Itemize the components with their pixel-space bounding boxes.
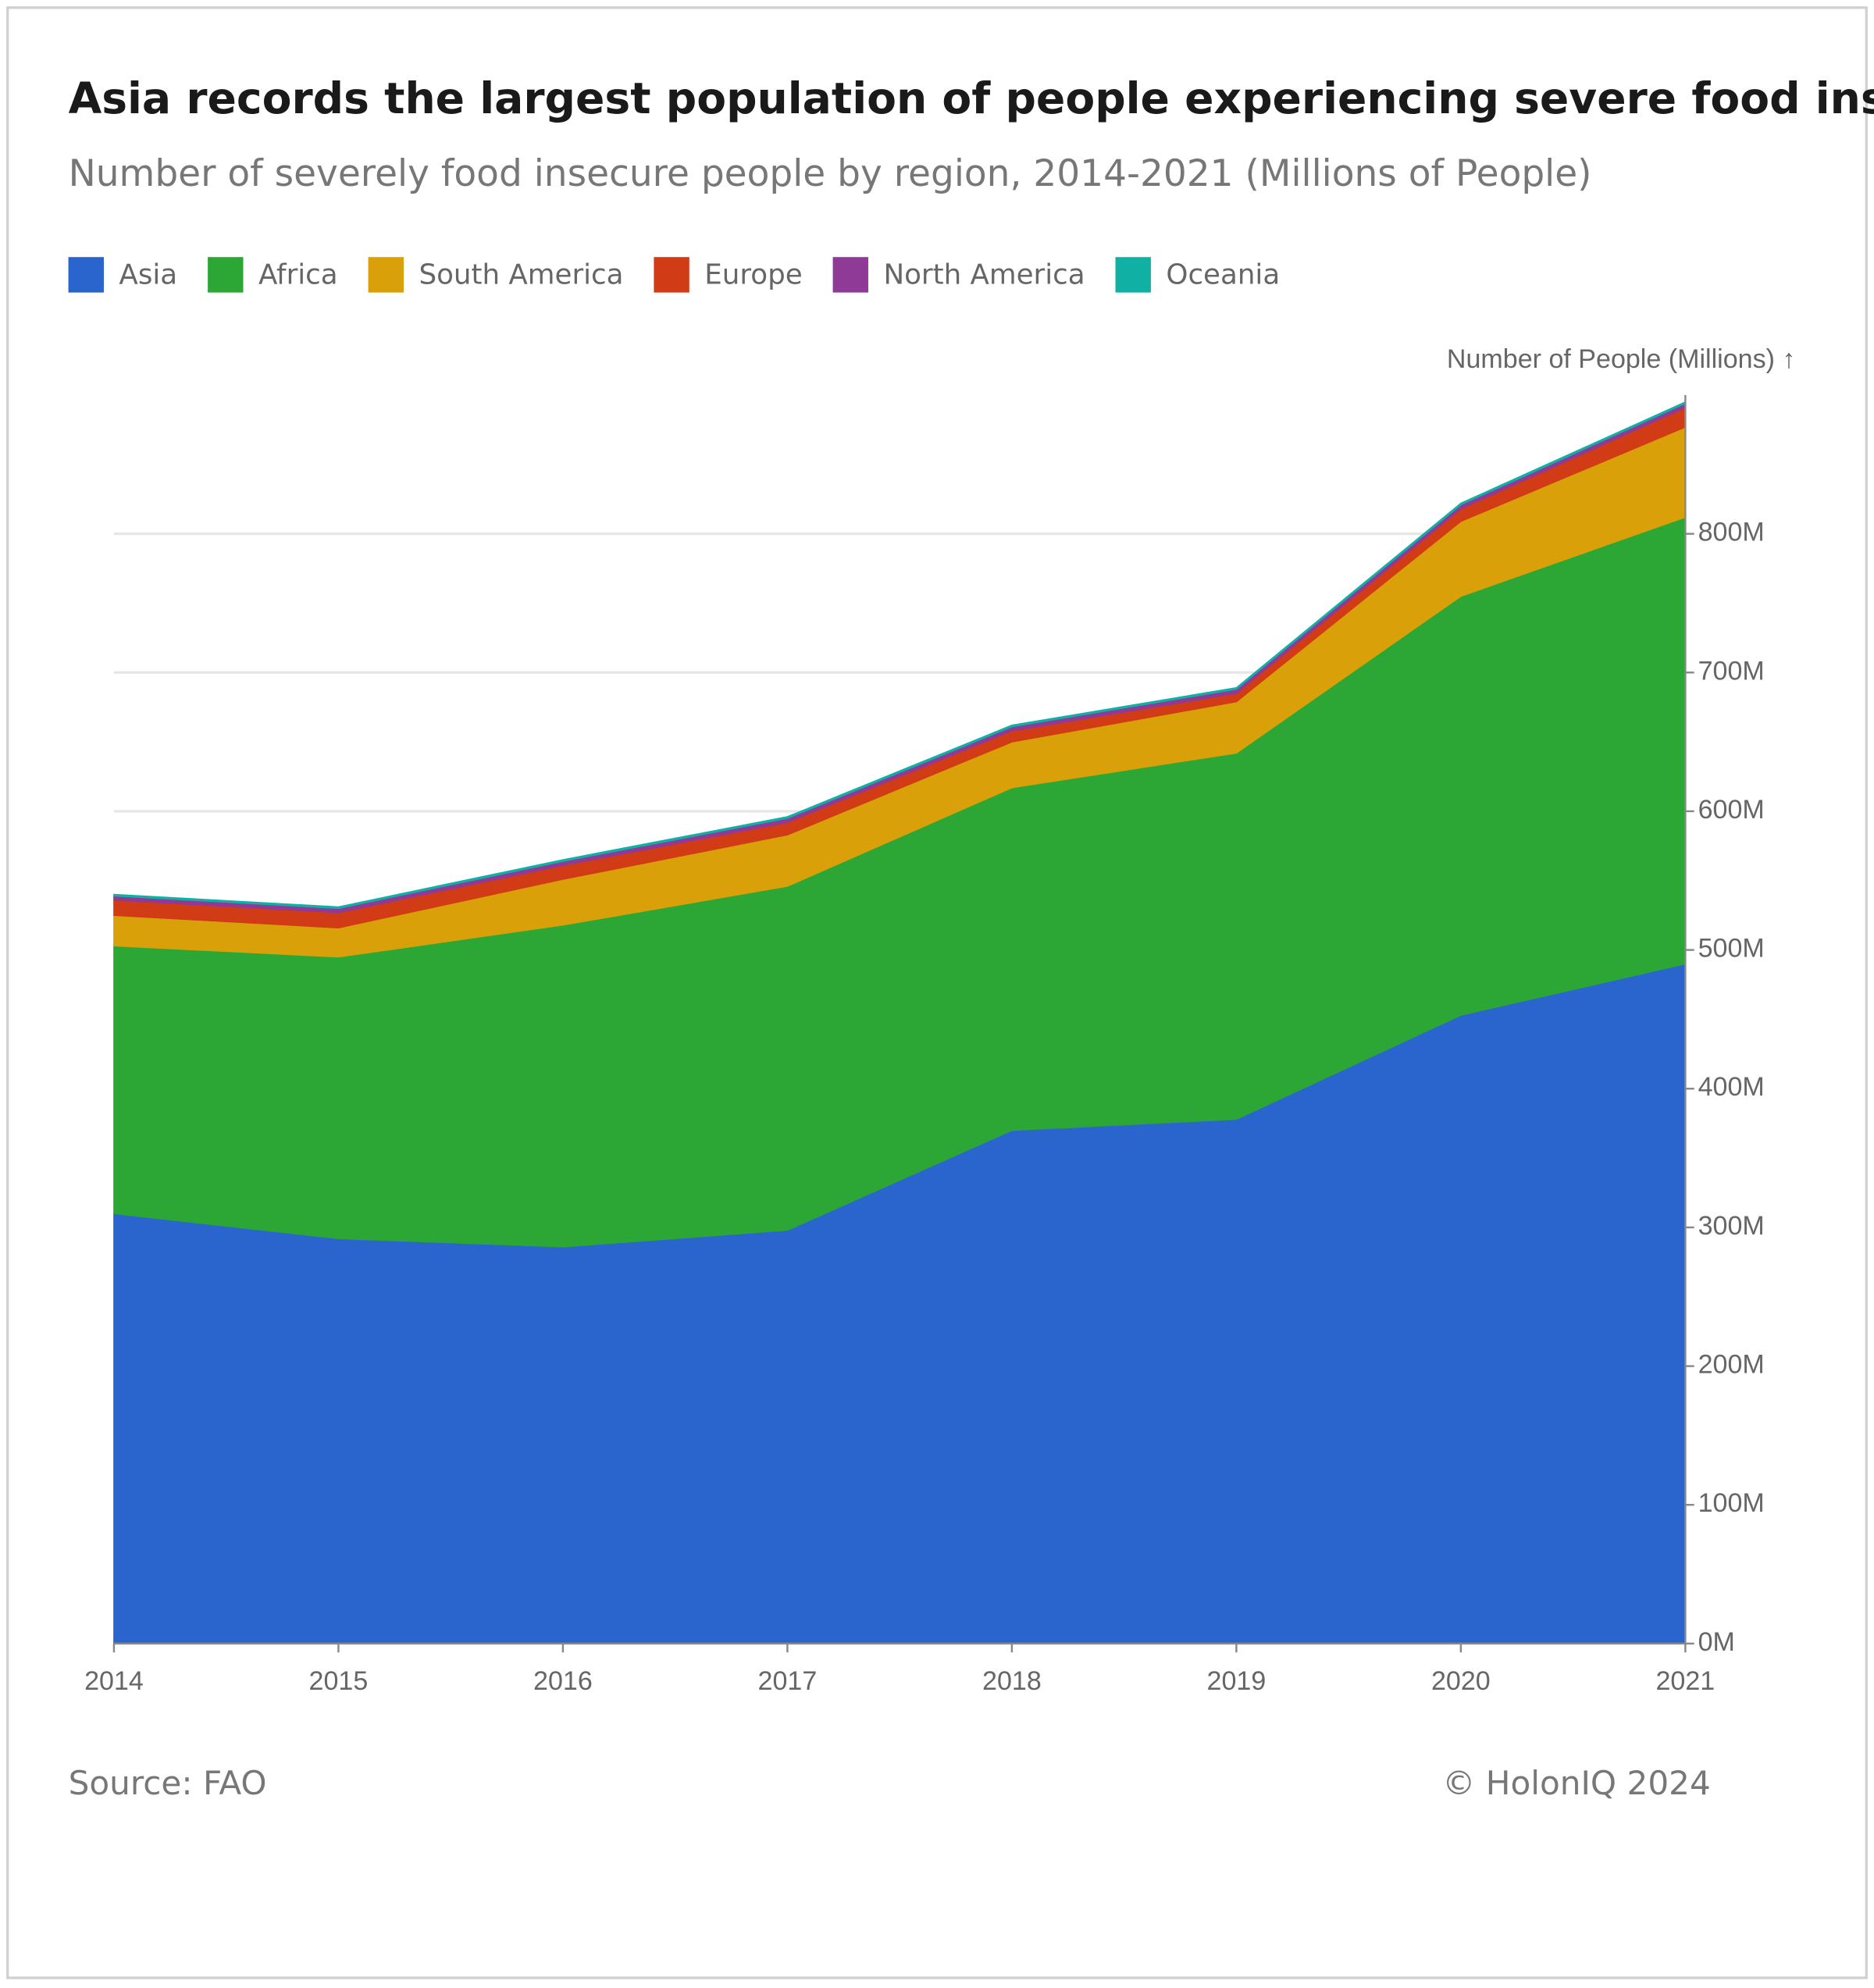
y-tick-label: 400M [1698, 1072, 1765, 1102]
y-tick-label: 300M [1698, 1211, 1765, 1241]
y-tick-label: 100M [1698, 1488, 1765, 1518]
chart-title: Asia records the largest population of p… [69, 74, 1874, 124]
legend-swatch [1115, 257, 1151, 293]
y-tick-label: 600M [1698, 795, 1765, 825]
areas [113, 401, 1687, 1644]
x-tick-label: 2019 [1207, 1666, 1267, 1696]
y-axis-label: Number of People (Millions) ↑ [1447, 344, 1796, 374]
x-tick-label: 2018 [982, 1666, 1042, 1696]
y-tick-label: 200M [1698, 1350, 1765, 1380]
legend-swatch [832, 257, 868, 293]
legend-label: Asia [119, 259, 177, 291]
legend-label: South America [419, 259, 623, 291]
y-tick-label: 500M [1698, 934, 1765, 964]
x-tick-label: 2017 [758, 1666, 818, 1696]
legend: Asia Africa South America Europe North Ameri… [68, 257, 1280, 293]
legend-label: Africa [258, 259, 338, 291]
y-tick-label: 700M [1698, 656, 1765, 686]
chart-subtitle: Number of severely food insecure people … [69, 152, 1592, 195]
x-tick-label: 2014 [84, 1666, 144, 1696]
legend-swatch [68, 257, 104, 293]
x-tick-label: 2016 [533, 1666, 593, 1696]
axes: 0M 100M 200M 300M 400M 500M 600M 700M 800M 2014 20… [84, 394, 1765, 1696]
y-tick-label: 0M [1698, 1627, 1735, 1657]
credit: © HolonIQ 2024 [1442, 1764, 1711, 1802]
legend-label: Oceania [1166, 259, 1280, 291]
source: Source: FAO [69, 1764, 267, 1802]
legend-label: North America [883, 259, 1085, 291]
legend-label: Europe [704, 259, 802, 291]
y-tick-label: 800M [1698, 518, 1765, 547]
x-tick-label: 2015 [309, 1666, 369, 1696]
x-tick-label: 2020 [1431, 1666, 1491, 1696]
legend-swatch [654, 257, 689, 293]
legend-swatch [368, 257, 404, 293]
legend-swatch [208, 257, 244, 293]
x-tick-label: 2021 [1656, 1666, 1715, 1696]
